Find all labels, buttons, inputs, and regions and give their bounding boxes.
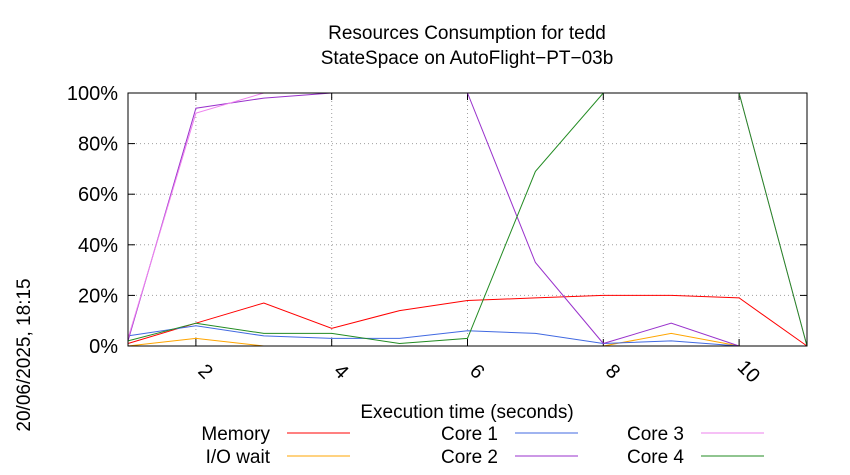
x-tick-label: 6 (465, 360, 488, 383)
legend-label-core-4: Core 4 (627, 447, 684, 468)
x-tick-label: 4 (329, 360, 352, 383)
chart-title-line1: Resources Consumption for tedd (328, 23, 606, 44)
y-tick-label: 80% (78, 134, 118, 156)
x-tick-label: 2 (193, 360, 216, 383)
series-lines (127, 92, 808, 347)
chart-title-line2: StateSpace on AutoFlight−PT−03b (321, 48, 614, 69)
x-axis-label: Execution time (seconds) (360, 402, 573, 423)
legend-label-core-2: Core 2 (441, 447, 498, 468)
grid-lines (128, 93, 807, 346)
timestamp-label: 20/06/2025, 18:15 (14, 278, 35, 431)
series-line-memory (127, 294, 808, 347)
y-tick-label: 40% (78, 235, 118, 257)
plot-frame (127, 92, 808, 347)
y-tick-label: 60% (78, 184, 118, 206)
series-line-core-3 (127, 92, 808, 347)
legend-label-memory: Memory (201, 424, 270, 445)
series-line-core-4 (127, 92, 808, 347)
y-tick-label: 100% (67, 83, 118, 105)
x-tick-label: 10 (733, 356, 764, 387)
legend-label-i-o-wait: I/O wait (206, 447, 271, 468)
x-axis-ticks: 2 4 6 8 10 (193, 93, 764, 387)
legend-label-core-1: Core 1 (441, 424, 498, 445)
y-tick-label: 0% (89, 336, 118, 358)
x-tick-label: 8 (601, 360, 624, 383)
series-line-core-2 (127, 92, 807, 347)
y-tick-label: 20% (78, 285, 118, 307)
series-line-core-1 (127, 325, 807, 347)
y-axis-ticks: 0% 20% 40% 60% 80% 100% (67, 83, 807, 358)
legend-label-core-3: Core 3 (627, 424, 684, 445)
